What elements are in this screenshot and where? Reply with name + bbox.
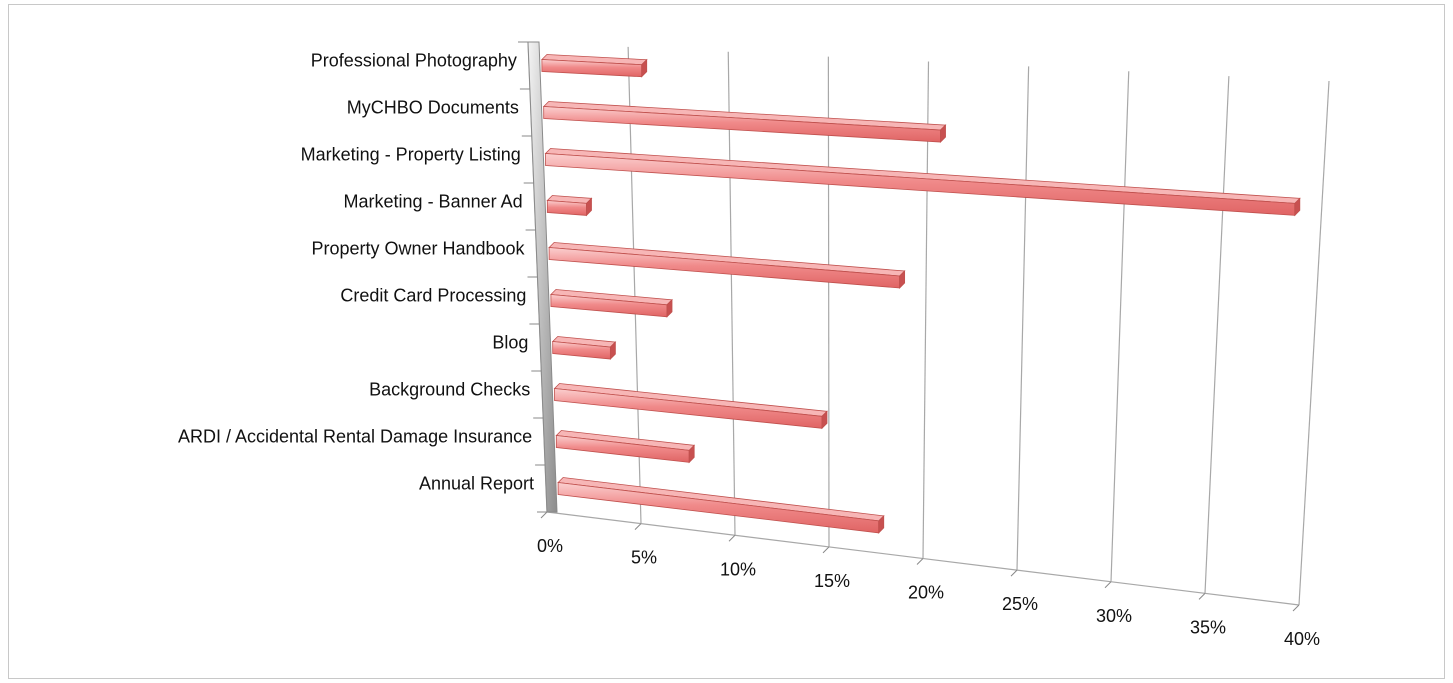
bar-end-cap: [586, 197, 592, 217]
bar-property-owner-handbook: [548, 242, 906, 289]
category-label-property-owner-handbook: Property Owner Handbook: [311, 239, 525, 259]
bar-front-face: [545, 153, 1296, 216]
tick-mark-25: [1010, 569, 1018, 577]
bar-mychbo-documents: [542, 101, 947, 144]
axis-wall: [518, 41, 558, 513]
bar-end-cap: [609, 341, 616, 361]
bar-background-checks: [553, 383, 828, 430]
chart-frame: Professional Photography MyCHBO Documents…: [8, 4, 1445, 679]
x-tick-label-40: 40%: [1284, 629, 1320, 649]
bar-chart: Professional Photography MyCHBO Documents…: [178, 41, 1330, 649]
category-label-professional-photography: Professional Photography: [311, 51, 517, 71]
x-tick-label-25: 25%: [1002, 594, 1038, 614]
bar-end-cap: [878, 514, 885, 534]
category-label-marketing-property-listing: Marketing - Property Listing: [301, 145, 521, 165]
category-labels: Professional Photography MyCHBO Documents…: [178, 51, 534, 494]
bar-professional-photography: [540, 54, 648, 78]
bar-blog: [551, 336, 617, 361]
grid-layer: [527, 41, 1330, 612]
bar-marketing-banner-ad: [546, 195, 593, 217]
gridline-15: [827, 56, 830, 547]
x-tick-label-15: 15%: [814, 571, 850, 591]
bar-top-face: [544, 148, 1301, 204]
category-label-mychbo-documents: MyCHBO Documents: [347, 98, 519, 118]
category-label-background-checks: Background Checks: [369, 380, 530, 400]
bar-end-cap: [899, 270, 906, 289]
tick-mark-15: [822, 546, 830, 554]
gridline-25: [1016, 66, 1030, 571]
tick-mark-20: [916, 558, 924, 565]
category-label-blog: Blog: [492, 333, 528, 353]
bar-credit-card-processing: [550, 289, 673, 318]
gridline-30: [1110, 71, 1130, 582]
bar-end-cap: [1294, 197, 1301, 217]
x-tick-label-5: 5%: [631, 548, 657, 568]
x-tick-label-30: 30%: [1096, 606, 1132, 626]
gridline-10: [727, 51, 736, 536]
bar-end-cap: [821, 410, 828, 430]
tick-mark-30: [1104, 581, 1112, 589]
tick-mark-5: [634, 523, 642, 530]
tick-mark-0: [540, 511, 548, 519]
category-label-ardi-accidental-rental-damage-insurance: ARDI / Accidental Rental Damage Insuranc…: [178, 427, 532, 447]
bar-front-face: [557, 482, 880, 534]
x-tick-label-35: 35%: [1190, 617, 1226, 637]
bar-end-cap: [940, 124, 946, 144]
tick-mark-10: [728, 534, 736, 542]
bar-annual-report: [557, 477, 885, 534]
tick-mark-35: [1198, 593, 1206, 600]
bar-front-face: [546, 200, 587, 216]
x-tick-label-20: 20%: [908, 583, 944, 603]
category-label-credit-card-processing: Credit Card Processing: [340, 286, 526, 306]
x-tick-label-10: 10%: [720, 559, 756, 579]
gridline-35: [1204, 76, 1230, 594]
bar-end-cap: [666, 298, 673, 318]
bar-end-cap: [641, 58, 648, 78]
x-tick-label-0: 0%: [537, 536, 563, 556]
category-label-annual-report: Annual Report: [419, 474, 534, 494]
tick-mark-40: [1292, 604, 1300, 612]
bar-layer: [540, 54, 1301, 534]
gridline-20: [922, 61, 930, 559]
category-label-marketing-banner-ad: Marketing - Banner Ad: [344, 192, 523, 212]
bar-marketing-property-listing: [544, 148, 1301, 217]
tick-labels: 0% 5% 10% 15% 20% 25% 30% 35% 40%: [537, 536, 1320, 649]
gridline-40: [1298, 80, 1330, 606]
category-axis-wall: [527, 41, 558, 513]
bar-end-cap: [688, 444, 695, 464]
bar-ardi-accidental-rental-damage-insurance: [555, 430, 696, 464]
